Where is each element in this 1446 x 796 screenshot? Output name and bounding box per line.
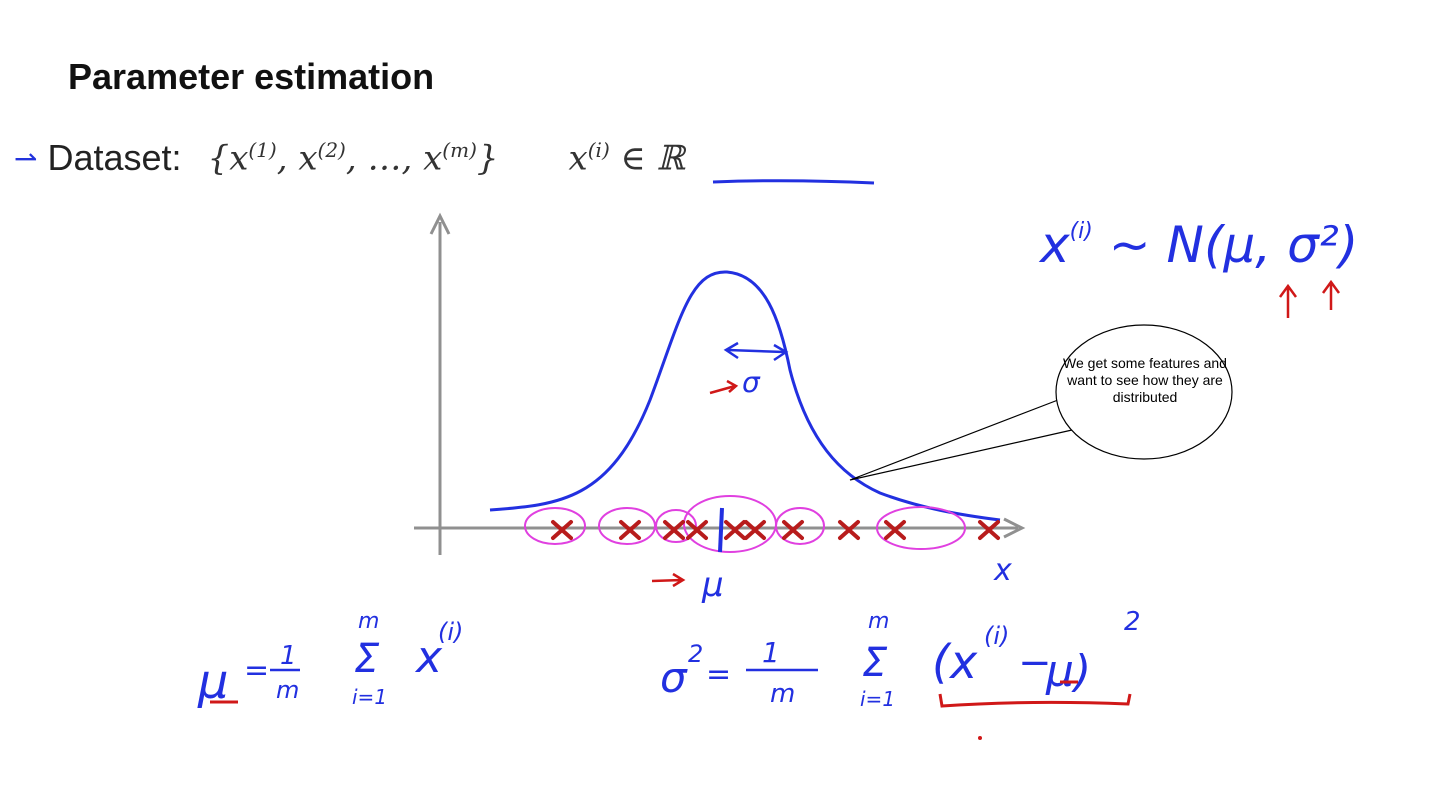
svg-text:=: = [244,653,269,688]
svg-text:Σ: Σ [354,636,380,682]
data-point [978,520,1000,540]
svg-text:μ): μ) [1045,646,1091,697]
svg-text:1: 1 [280,641,297,671]
dataset-set-formula: {x(1), x(2), …, x(m)} [207,137,499,179]
svg-text:=: = [706,657,731,692]
mu-marker [718,507,724,553]
data-point [884,520,906,540]
sigma-param-arrow [1321,279,1341,310]
svg-text:Σ: Σ [862,640,888,686]
gaussian-curve [489,270,1001,522]
svg-text:m: m [276,676,299,704]
slide-title: Parameter estimation [68,56,435,97]
right-arrow-icon: ⇀ [14,141,38,175]
data-point [686,520,708,540]
mu-red-arrow [651,572,686,588]
data-point [619,520,641,540]
svg-text:m: m [868,609,889,634]
svg-text:σ: σ [660,653,688,702]
svg-text:m: m [770,679,795,709]
dataset-domain-formula: x(i) ∈ ℝ [568,137,685,179]
svg-text:i=1: i=1 [860,687,895,711]
mu-param-arrow [1278,283,1298,318]
callout-text: We get some features and want to see how… [1063,355,1227,405]
callout-bubble [1055,324,1233,460]
x-axis-label: x [993,553,1012,588]
mu-estimate-formula: μ = 1 m m Σ i=1 x (i) [197,609,463,710]
sigma-red-arrow [709,379,739,395]
x-axis-arrowhead [1003,517,1026,539]
data-points [551,520,1000,540]
svg-text:(x: (x [932,635,978,689]
sigma-label: σ [742,366,761,399]
data-point [782,520,804,540]
mu-label: μ [701,565,724,605]
data-point [744,520,766,540]
svg-text:(i): (i) [438,618,463,646]
domain-underline [712,179,875,185]
variance-underline [938,693,1132,708]
svg-text:x: x [414,632,443,683]
sigma-estimate-formula: σ 2 = 1 m m Σ i=1 (x (i) − μ) 2 [660,607,1141,740]
svg-text:m: m [358,609,379,634]
data-point [551,520,573,540]
dataset-line: ⇀ Dataset: {x(1), x(2), …, x(m)} x(i) ∈ … [14,128,685,188]
data-point [724,520,746,540]
svg-text:1: 1 [762,636,780,669]
sigma-width-arrow [727,348,785,354]
svg-text:−: − [1018,640,1052,686]
svg-text:2: 2 [688,640,703,668]
y-axis-arrowhead [429,212,451,235]
svg-text:i=1: i=1 [352,685,387,709]
data-clusters [524,495,966,553]
distribution-annotation: x(i) ~ N(μ, σ²) [1038,216,1358,274]
callout-pointer [849,399,1073,481]
data-point [663,520,685,540]
dataset-label: Dataset: [47,137,182,178]
svg-text:2: 2 [1124,607,1141,637]
data-point [838,520,860,540]
svg-text:(i): (i) [984,622,1009,650]
